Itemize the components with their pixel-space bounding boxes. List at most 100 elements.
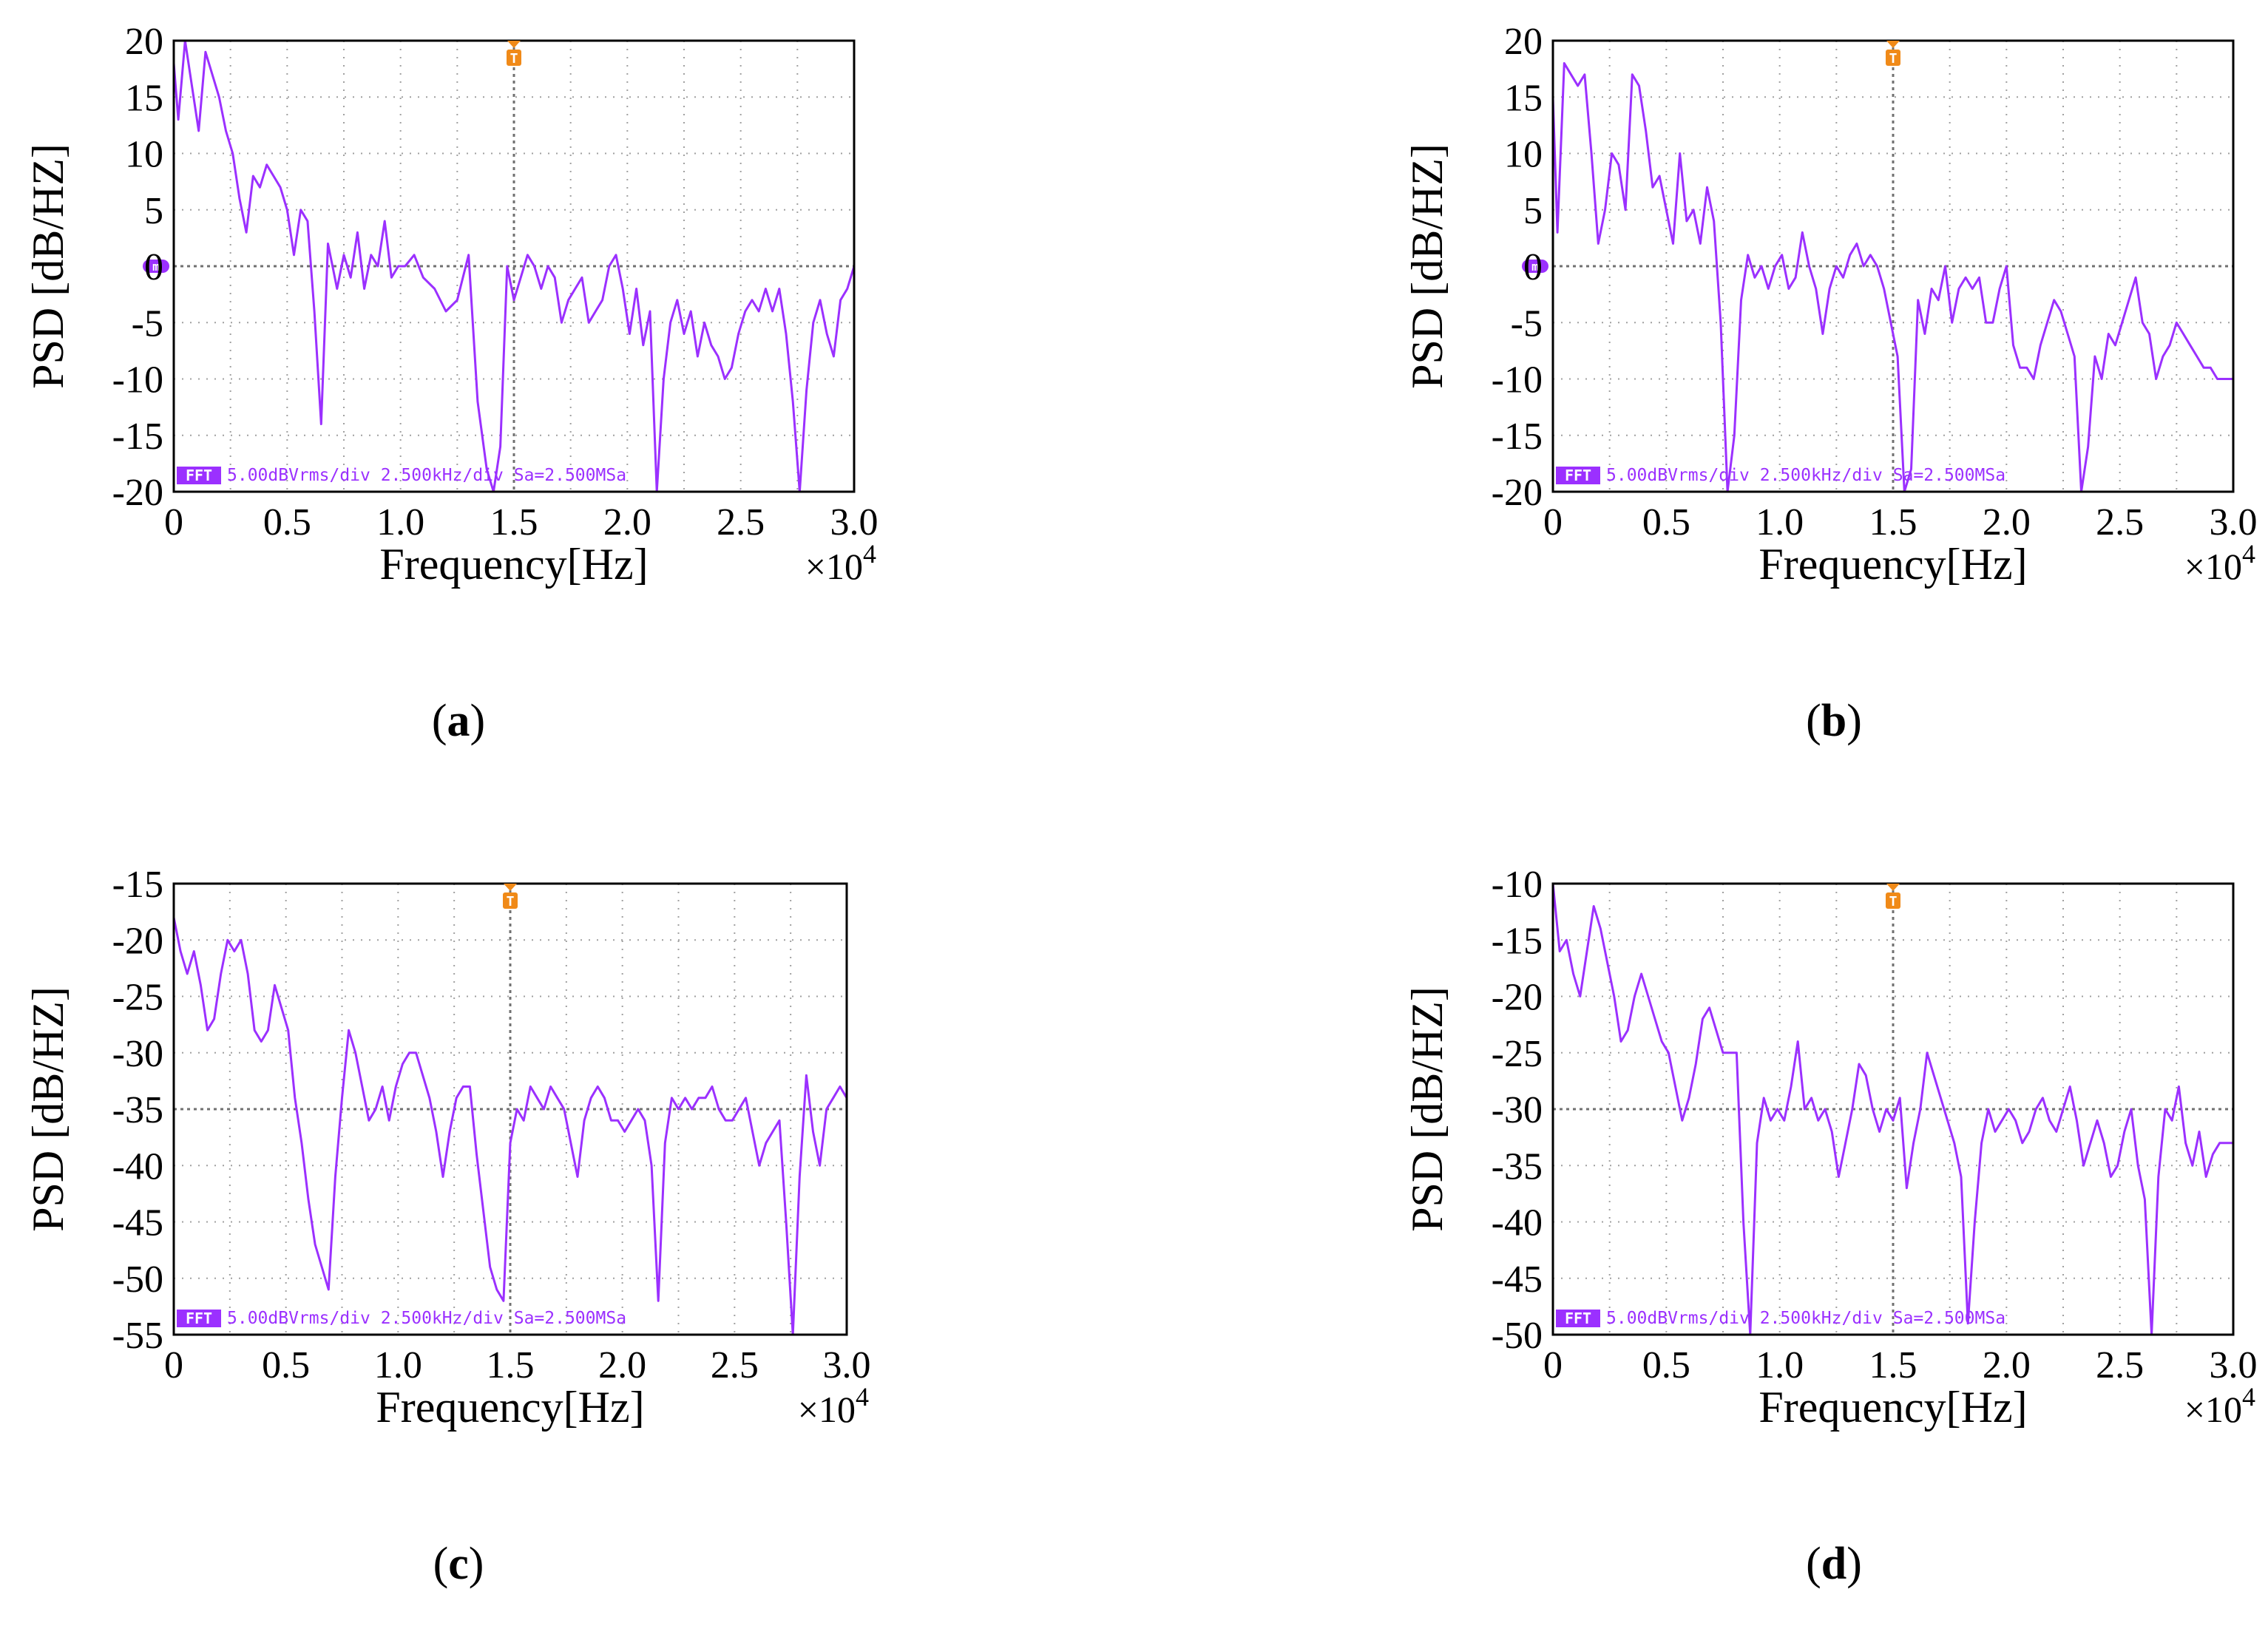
trigger-marker-icon [507, 50, 521, 66]
x-tick-label: 2.5 [2096, 501, 2144, 543]
caption-a: (a) [431, 696, 486, 746]
y-tick-label: 10 [125, 134, 163, 176]
x-exponent-power: 4 [2242, 539, 2255, 569]
trigger-arrow-icon [1886, 41, 1900, 48]
y-tick-label: 20 [125, 21, 163, 63]
x-tick-label: 0.5 [263, 501, 311, 543]
scope-info-text: 5.00dBVrms/div 2.500kHz/div Sa=2.500MSa [227, 466, 626, 485]
x-exponent-label: ×104 [2184, 1382, 2255, 1430]
x-tick-label: 0.5 [1642, 501, 1690, 543]
trigger-marker-icon [503, 892, 518, 909]
y-tick-label: -50 [1492, 1315, 1543, 1357]
x-tick-label: 1.0 [1756, 501, 1804, 543]
x-tick-label: 2.0 [603, 501, 651, 543]
ground-label: m [1531, 260, 1539, 274]
x-tick-label: 2.5 [717, 501, 765, 543]
y-tick-label: -10 [1492, 864, 1543, 906]
x-tick-label: 0 [164, 501, 183, 543]
x-tick-label: 1.5 [1869, 501, 1917, 543]
fft-badge-label: FFT [186, 467, 212, 484]
y-tick-label: -30 [112, 1033, 163, 1075]
x-tick-label: 0 [1543, 1344, 1563, 1386]
y-tick-label: 0 [144, 246, 163, 288]
x-tick-label: 1.5 [1869, 1344, 1917, 1386]
chart-b: Tm FFT 5.00dBVrms/div 2.500kHz/div Sa=2.50… [1403, 21, 2258, 589]
x-tick-label: 3.0 [2210, 1344, 2258, 1386]
caption-c: (c) [433, 1539, 484, 1589]
y-tick-label: -15 [1492, 416, 1543, 458]
y-tick-label: -20 [1492, 472, 1543, 514]
x-exponent-power: 4 [856, 1382, 869, 1412]
x-tick-label: 2.0 [598, 1344, 646, 1386]
y-tick-label: -25 [112, 977, 163, 1019]
y-tick-label: 5 [1523, 190, 1543, 232]
fft-badge [1556, 1310, 1600, 1327]
y-tick-label: -20 [112, 472, 163, 514]
y-tick-label: -25 [1492, 1033, 1543, 1075]
x-tick-label: 1.5 [487, 1344, 535, 1386]
y-tick-label: 10 [1504, 134, 1543, 176]
y-tick-label: -15 [1492, 920, 1543, 962]
y-tick-label: -40 [1492, 1202, 1543, 1244]
x-tick-label: 1.5 [490, 501, 538, 543]
fft-badge [1556, 467, 1600, 484]
x-tick-label: 0 [1543, 501, 1563, 543]
x-exponent-base: ×10 [2184, 546, 2242, 587]
ground-marker-icon [143, 260, 169, 273]
y-tick-label: -5 [1511, 302, 1543, 345]
y-tick-label: 15 [1504, 77, 1543, 119]
chart-c: T FFT 5.00dBVrms/div 2.500kHz/div Sa=2.500… [24, 864, 871, 1432]
caption-d-letter: d [1821, 1539, 1847, 1589]
x-exponent-label: ×104 [805, 539, 876, 587]
ground-label: m [152, 260, 160, 274]
x-tick-label: 2.0 [1983, 501, 2031, 543]
y-tick-label: -5 [132, 302, 163, 345]
y-tick-label: -55 [112, 1315, 163, 1357]
x-tick-label: 3.0 [830, 501, 879, 543]
trigger-label: T [510, 51, 518, 67]
x-tick-label: 0.5 [262, 1344, 310, 1386]
y-tick-label: -10 [112, 359, 163, 402]
y-axis-label: PSD [dB/HZ] [24, 986, 72, 1232]
x-exponent-power: 4 [863, 539, 876, 569]
x-tick-label: 2.5 [2096, 1344, 2144, 1386]
x-tick-label: 1.0 [374, 1344, 422, 1386]
x-tick-label: 0 [164, 1344, 183, 1386]
y-tick-label: -50 [112, 1259, 163, 1301]
x-tick-label: 0.5 [1642, 1344, 1690, 1386]
y-tick-label: -15 [112, 864, 163, 906]
y-tick-label: -40 [112, 1145, 163, 1188]
x-tick-label: 3.0 [2210, 501, 2258, 543]
caption-d: (d) [1806, 1539, 1862, 1589]
y-axis-label: PSD [dB/HZ] [1403, 986, 1452, 1232]
x-exponent-label: ×104 [798, 1382, 869, 1430]
y-tick-label: -20 [1492, 977, 1543, 1019]
scope-info-text: 5.00dBVrms/div 2.500kHz/div Sa=2.500MSa [227, 1309, 626, 1328]
fft-badge-label: FFT [1565, 467, 1591, 484]
caption-c-letter: c [448, 1539, 469, 1589]
y-tick-label: 20 [1504, 21, 1543, 63]
chart-d: T FFT 5.00dBVrms/div 2.500kHz/div Sa=2.500… [1403, 864, 2258, 1432]
fft-badge [177, 1310, 221, 1327]
trigger-arrow-icon [507, 41, 521, 48]
x-exponent-label: ×104 [2184, 539, 2255, 587]
scope-info-text: 5.00dBVrms/div 2.500kHz/div Sa=2.500MSa [1606, 1309, 2005, 1328]
trigger-arrow-icon [1886, 884, 1900, 891]
x-exponent-base: ×10 [2184, 1389, 2242, 1430]
caption-b-letter: b [1821, 696, 1847, 746]
x-exponent-power: 4 [2242, 1382, 2255, 1412]
y-tick-label: -10 [1492, 359, 1543, 402]
x-tick-label: 2.0 [1983, 1344, 2031, 1386]
x-axis-label: Frequency[Hz] [1758, 1383, 2027, 1432]
trigger-label: T [1889, 894, 1898, 909]
x-exponent-base: ×10 [805, 546, 863, 587]
trigger-label: T [507, 894, 515, 909]
y-tick-label: -35 [1492, 1145, 1543, 1188]
ground-marker-icon [1522, 260, 1548, 273]
fft-badge-label: FFT [1565, 1310, 1591, 1327]
y-tick-label: -30 [1492, 1089, 1543, 1131]
x-axis-label: Frequency[Hz] [376, 1383, 644, 1432]
psd-trace-c [172, 917, 848, 1336]
chart-a: Tm FFT 5.00dBVrms/div 2.500kHz/div Sa=2.50… [24, 21, 879, 589]
